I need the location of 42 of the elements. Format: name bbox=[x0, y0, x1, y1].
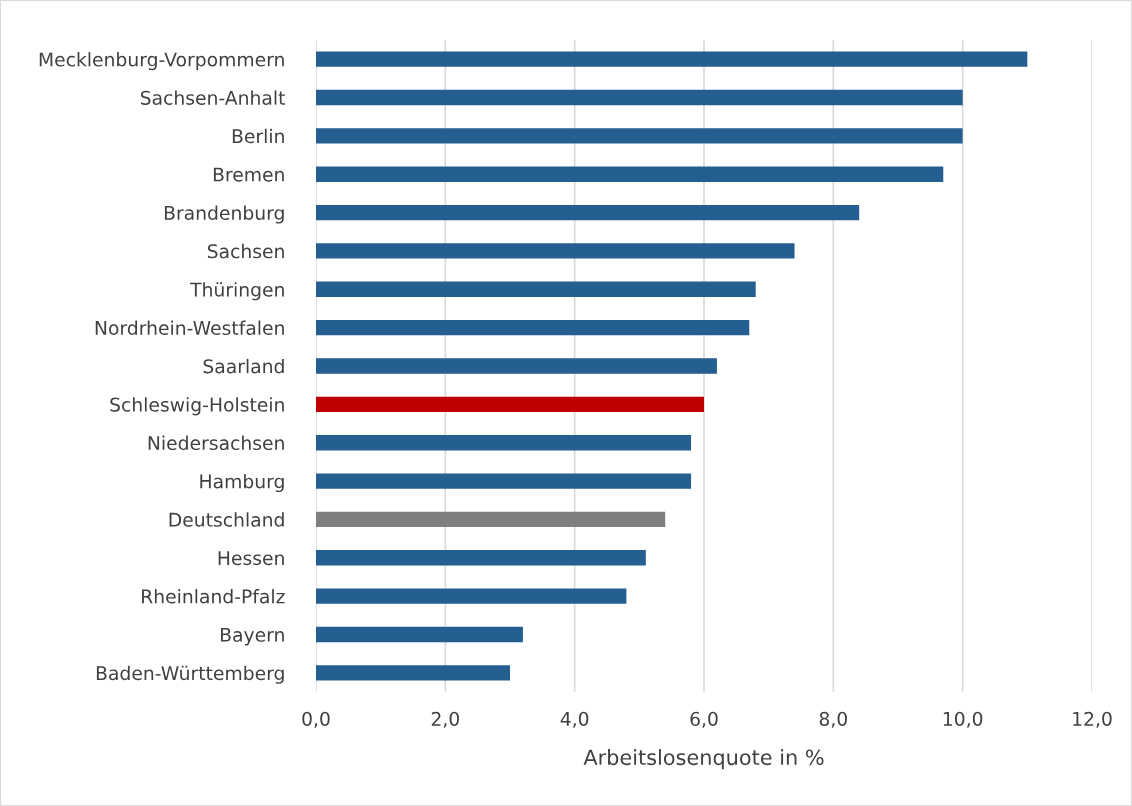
bar bbox=[316, 435, 692, 451]
y-tick-label: Nordrhein-Westfalen bbox=[95, 320, 284, 336]
y-tick-label: Thüringen bbox=[190, 282, 284, 301]
bar bbox=[316, 626, 523, 643]
y-tick-label: Schleswig-Holstein bbox=[110, 397, 284, 416]
y-tick-label: Rheinland-Pfalz bbox=[142, 588, 285, 604]
x-tick-label: 12,0 bbox=[1073, 711, 1112, 728]
bar bbox=[316, 550, 646, 566]
y-tick-label: Berlin bbox=[232, 128, 284, 144]
bar bbox=[316, 281, 756, 297]
y-tick-label: Saarland bbox=[203, 358, 284, 374]
bar bbox=[316, 473, 692, 489]
x-tick-label: 10,0 bbox=[943, 711, 983, 728]
y-tick-label: Bayern bbox=[221, 627, 284, 646]
x-tick-label: 4,0 bbox=[560, 711, 589, 728]
x-tick-label: 8,0 bbox=[819, 711, 847, 728]
bar bbox=[316, 588, 627, 604]
x-tick-label: 2,0 bbox=[431, 711, 459, 728]
y-tick-label: Sachsen-Anhalt bbox=[140, 90, 285, 105]
x-tick-label: 6,0 bbox=[690, 711, 718, 728]
y-tick-label: Mecklenburg-Vorpommern bbox=[39, 52, 284, 71]
bar bbox=[316, 89, 963, 106]
y-tick-label: Baden-Württemberg bbox=[96, 665, 284, 684]
x-tick-label: 0,0 bbox=[302, 711, 330, 728]
y-tick-label: Hamburg bbox=[200, 473, 284, 493]
y-tick-label: Sachsen bbox=[207, 243, 284, 259]
bar bbox=[316, 319, 750, 336]
bar bbox=[316, 166, 944, 182]
bar bbox=[316, 511, 666, 528]
bar bbox=[316, 51, 1028, 67]
y-tick-label: Brandenburg bbox=[164, 205, 284, 224]
bar bbox=[316, 396, 704, 413]
bar bbox=[316, 243, 795, 259]
y-tick-label: Hessen bbox=[218, 551, 284, 566]
bar bbox=[316, 128, 963, 144]
y-tick-label: Deutschland bbox=[169, 512, 284, 527]
bar bbox=[316, 358, 717, 374]
y-tick-label: Niedersachsen bbox=[148, 435, 284, 451]
x-axis-title: Arbeitslosenquote in % bbox=[583, 749, 824, 770]
y-tick-label: Bremen bbox=[213, 167, 284, 182]
bar bbox=[316, 204, 860, 221]
bar bbox=[316, 665, 510, 681]
